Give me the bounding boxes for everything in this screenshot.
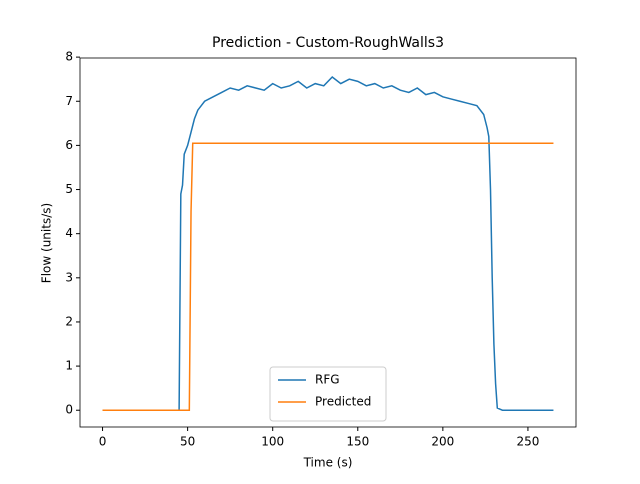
x-axis-label: Time (s) xyxy=(303,456,353,470)
plot-frame xyxy=(79,57,577,428)
y-tick-label: 1 xyxy=(65,359,73,373)
legend: RFG Predicted xyxy=(269,366,387,422)
y-tick-label: 3 xyxy=(65,270,73,284)
x-tick-label: 0 xyxy=(99,435,107,449)
y-tick-label: 7 xyxy=(65,94,73,108)
data-line xyxy=(102,142,554,411)
x-tick-label: 100 xyxy=(261,435,284,449)
data-line xyxy=(102,75,554,411)
x-tick-label: 50 xyxy=(180,435,195,449)
y-tick-label: 0 xyxy=(65,403,73,417)
legend-label: RFG xyxy=(315,373,340,387)
y-tick-label: 5 xyxy=(65,182,73,196)
y-tick-label: 4 xyxy=(65,226,73,240)
x-tick-label: 250 xyxy=(516,435,539,449)
y-tick-label: 6 xyxy=(65,138,73,152)
chart-title: Prediction - Custom-RoughWalls3 xyxy=(212,35,444,51)
y-tick-label: 2 xyxy=(65,314,73,328)
y-axis-label: Flow (units/s) xyxy=(40,203,54,283)
legend-label: Predicted xyxy=(315,395,371,409)
x-tick-label: 150 xyxy=(346,435,369,449)
x-tick-label: 200 xyxy=(431,435,454,449)
y-tick-label: 8 xyxy=(65,50,73,64)
